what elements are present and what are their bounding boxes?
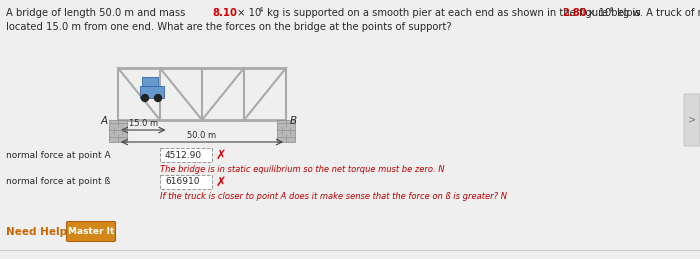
Text: Master It: Master It (68, 227, 114, 236)
Text: kg is supported on a smooth pier at each end as shown in the figure below. A tru: kg is supported on a smooth pier at each… (264, 8, 700, 18)
Text: 4: 4 (259, 7, 263, 13)
FancyBboxPatch shape (66, 221, 116, 241)
Bar (140, 86, 164, 98)
Text: B: B (290, 116, 297, 126)
Text: If the truck is closer to point A does it make sense that the force on ß is grea: If the truck is closer to point A does i… (160, 192, 507, 201)
Circle shape (155, 95, 162, 102)
Text: located 15.0 m from one end. What are the forces on the bridge at the points of : located 15.0 m from one end. What are th… (6, 22, 452, 32)
Bar (160, 175, 212, 189)
Text: 15.0 m: 15.0 m (129, 119, 158, 128)
Text: A bridge of length 50.0 m and mass: A bridge of length 50.0 m and mass (6, 8, 188, 18)
Text: ✗: ✗ (216, 148, 227, 162)
Text: kg is: kg is (614, 8, 640, 18)
Text: normal force at point A: normal force at point A (6, 150, 111, 160)
Text: 50.0 m: 50.0 m (188, 131, 216, 140)
Bar (142, 77, 158, 86)
Bar (109, 120, 127, 142)
Text: 8.10: 8.10 (212, 8, 237, 18)
Text: normal force at point ß: normal force at point ß (6, 177, 111, 186)
Text: ✗: ✗ (216, 176, 227, 189)
Bar (160, 148, 212, 162)
Text: × 10: × 10 (234, 8, 261, 18)
Text: The bridge is in static equilibrium so the net torque must be zero. N: The bridge is in static equilibrium so t… (160, 165, 445, 174)
Text: 4: 4 (609, 7, 613, 13)
Text: >: > (688, 115, 696, 125)
Circle shape (141, 95, 148, 102)
Text: A: A (101, 116, 108, 126)
Bar (277, 120, 295, 142)
Text: 4512.90: 4512.90 (164, 150, 202, 160)
Text: 616910: 616910 (166, 177, 200, 186)
Text: Need Help?: Need Help? (6, 227, 73, 237)
Text: × 10: × 10 (584, 8, 611, 18)
FancyBboxPatch shape (684, 94, 700, 146)
Text: 2.80: 2.80 (562, 8, 587, 18)
